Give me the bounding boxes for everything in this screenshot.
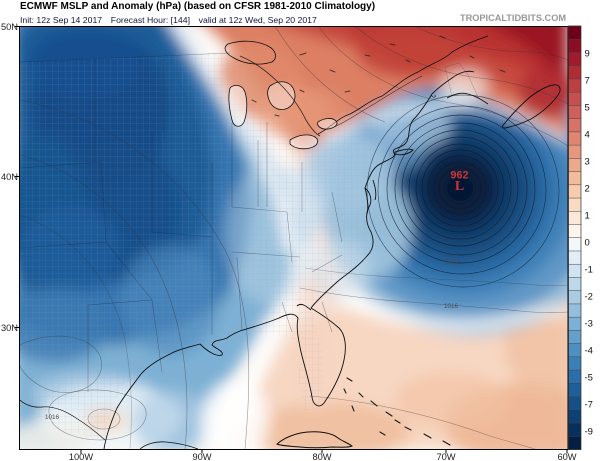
svg-text:2: 2: [585, 183, 590, 194]
svg-text:-5: -5: [585, 372, 593, 383]
svg-text:-7: -7: [585, 399, 593, 410]
svg-text:90W: 90W: [192, 452, 211, 461]
svg-text:-2: -2: [585, 291, 593, 302]
svg-text:40N: 40N: [1, 172, 18, 182]
svg-text:50N: 50N: [1, 22, 18, 32]
svg-text:100W: 100W: [69, 452, 94, 461]
svg-text:70W: 70W: [436, 452, 455, 461]
svg-text:-4: -4: [585, 345, 593, 356]
svg-text:962: 962: [451, 170, 469, 182]
svg-text:5: 5: [585, 102, 590, 113]
svg-text:9: 9: [585, 48, 590, 59]
svg-text:-1: -1: [585, 264, 593, 275]
svg-text:30N: 30N: [1, 323, 18, 333]
svg-text:1016: 1016: [444, 303, 459, 310]
svg-text:3: 3: [585, 156, 590, 167]
svg-text:0: 0: [585, 237, 590, 248]
svg-text:L: L: [455, 179, 464, 194]
svg-text:80W: 80W: [312, 452, 331, 461]
svg-text:1016: 1016: [45, 414, 60, 421]
svg-text:4: 4: [585, 129, 590, 140]
svg-text:60W: 60W: [557, 452, 576, 461]
svg-text:-3: -3: [585, 318, 593, 329]
svg-text:1: 1: [585, 210, 590, 221]
svg-text:-9: -9: [585, 426, 593, 437]
svg-text:7: 7: [585, 75, 590, 86]
svg-text:1012: 1012: [446, 259, 461, 266]
